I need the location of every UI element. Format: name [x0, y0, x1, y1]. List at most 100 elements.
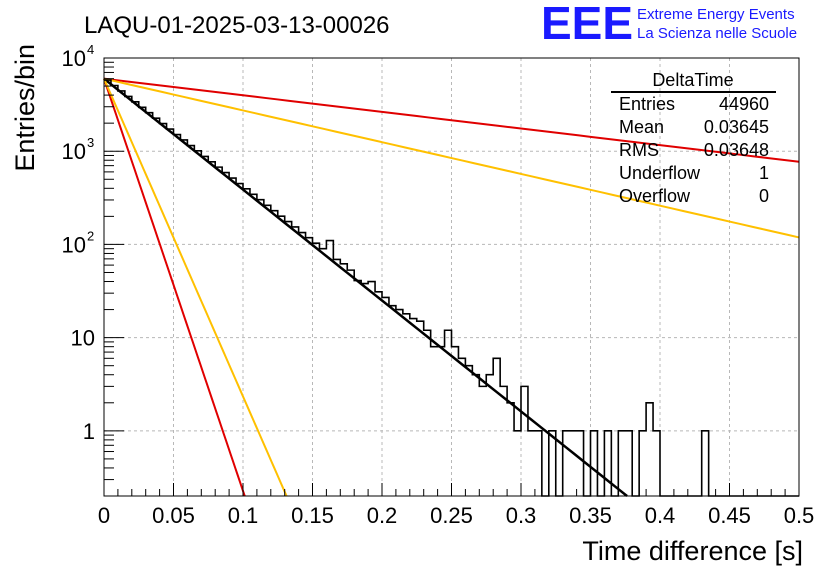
histogram-bin: [340, 264, 347, 496]
histogram-bin: [167, 129, 174, 496]
y-tick-label: 10 4: [62, 42, 95, 71]
histogram-bin: [577, 431, 584, 496]
histogram-bin: [521, 386, 528, 496]
y-tick-base: 10: [62, 46, 86, 71]
histogram-bin: [215, 167, 222, 496]
histogram-bin: [271, 211, 278, 496]
x-tick-label: 0.45: [708, 503, 751, 528]
histogram-bin: [535, 431, 542, 496]
histogram-bin: [313, 243, 320, 496]
x-axis-label: Time difference [s]: [582, 536, 803, 566]
histogram-bin: [306, 238, 313, 496]
histogram-bin: [528, 431, 535, 496]
histogram-bin: [458, 358, 465, 496]
histogram-bin: [146, 113, 153, 496]
histogram-bin: [382, 297, 389, 496]
histogram-bin: [591, 431, 598, 496]
histogram-bin: [549, 431, 556, 496]
histogram-bin: [410, 319, 417, 496]
histogram-bin: [625, 431, 632, 496]
x-tick-label: 0.4: [645, 503, 676, 528]
chart-title: LAQU-01-2025-03-13-00026: [84, 12, 390, 39]
histogram-bin: [479, 386, 486, 496]
histogram-bin: [438, 347, 445, 496]
histogram-bin: [299, 233, 306, 496]
y-tick-label: 10 3: [62, 135, 95, 164]
stats-box: DeltaTime Entries 44960 Mean 0.03645 RMS 0.03…: [611, 70, 776, 206]
histogram-bin: [514, 431, 521, 496]
histogram-bin: [292, 227, 299, 496]
histogram-bin: [229, 178, 236, 496]
histogram-bin: [389, 306, 396, 496]
histogram-bin: [153, 118, 160, 496]
stats-rows: Entries 44960 Mean 0.03645 RMS 0.03648Underfl…: [619, 94, 769, 206]
stats-value: 0: [759, 186, 769, 206]
histogram-bin: [243, 189, 250, 496]
histogram-bin: [187, 146, 194, 496]
histogram-bin: [354, 281, 361, 496]
x-tick-label: 0.5: [784, 503, 815, 528]
y-tick-label: 10 2: [62, 228, 95, 257]
histogram-bin: [194, 151, 201, 496]
y-tick-exponent: 2: [87, 228, 94, 243]
histogram-bin: [472, 375, 479, 496]
histogram-bin: [111, 85, 118, 496]
y-tick-label: 1: [83, 419, 95, 444]
y-tick-base: 10: [62, 139, 86, 164]
fit-line: [103, 77, 800, 163]
histogram-bin: [368, 282, 375, 496]
histogram-bin: [132, 102, 139, 496]
histogram-bin: [653, 431, 660, 496]
histogram-bin: [361, 284, 368, 496]
y-tick-base: 1: [83, 419, 95, 444]
stats-value: 0.03645: [704, 117, 769, 137]
fit-line: [103, 78, 288, 497]
fit-line: [103, 78, 246, 497]
x-tick-label: 0: [98, 503, 110, 528]
histogram-bin: [278, 216, 285, 496]
histogram-bin: [431, 347, 438, 496]
x-tick-label: 0.15: [291, 503, 334, 528]
histogram-bin: [403, 314, 410, 496]
fit-lines: [103, 77, 800, 497]
histogram-bin: [417, 321, 424, 496]
x-tick-label: 0.25: [430, 503, 473, 528]
stats-label: Overflow: [619, 186, 691, 206]
histogram-bin: [493, 358, 500, 496]
histogram-bin: [319, 249, 326, 496]
histogram-bin: [326, 241, 333, 496]
histogram-bin: [333, 259, 340, 496]
histogram-bin: [702, 431, 709, 496]
histogram-bin: [618, 431, 625, 496]
histogram-bin: [570, 431, 577, 496]
histogram-bin: [104, 80, 111, 496]
eee-logo-mark: EEE: [541, 0, 633, 49]
logo-line2: La Scienza nelle Scuole: [637, 25, 797, 42]
histogram-bin: [375, 292, 382, 496]
axis-ticks: [103, 57, 800, 497]
x-tick-label: 0.1: [228, 503, 259, 528]
y-tick-exponent: 3: [87, 135, 94, 150]
y-tick-exponent: 4: [87, 42, 94, 57]
histogram-bin: [604, 431, 611, 496]
histogram-bin: [250, 194, 257, 496]
histogram-bin: [347, 270, 354, 496]
logo-line1: Extreme Energy Events: [637, 6, 795, 23]
stats-label: Underflow: [619, 163, 701, 183]
histogram-bin: [646, 403, 653, 496]
histogram-bin: [174, 135, 181, 496]
histogram-bin: [160, 124, 167, 496]
y-axis-label: Entries/bin: [10, 44, 40, 172]
x-tick-label: 0.05: [152, 503, 195, 528]
y-tick-label: 10: [71, 326, 95, 351]
stats-label: RMS: [619, 140, 659, 160]
stats-value: 1: [759, 163, 769, 183]
histogram-bin: [639, 431, 646, 496]
fit-line: [103, 77, 628, 497]
histogram-bin: [486, 375, 493, 496]
stats-value: 0.03648: [704, 140, 769, 160]
histogram-bin: [507, 403, 514, 496]
y-tick-base: 10: [71, 326, 95, 351]
histogram-bin: [236, 184, 243, 496]
